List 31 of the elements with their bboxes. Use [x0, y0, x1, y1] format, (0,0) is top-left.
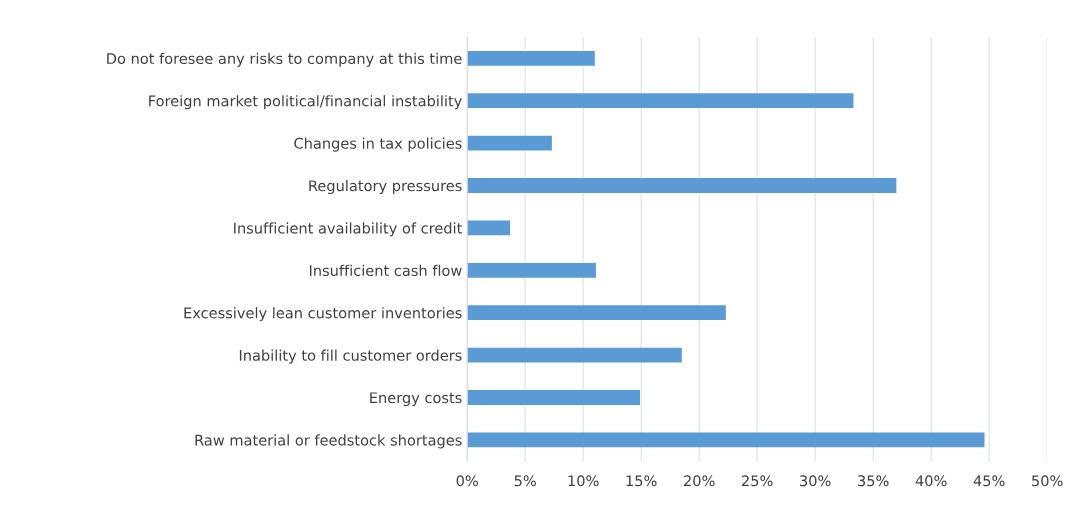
bar [467, 432, 985, 448]
y-tick-label: Energy costs [370, 392, 462, 407]
bar [467, 135, 552, 151]
bar [467, 220, 511, 236]
y-tick-label: Foreign market political/financial instability [149, 95, 462, 110]
y-tick-label: Insufficient availability of credit [234, 222, 462, 237]
bar [467, 178, 897, 193]
y-tick-label: Changes in tax policies [294, 137, 462, 152]
y-tick-label: Excessively lean customer inventories [184, 307, 462, 322]
x-tick-label: 45% [973, 475, 1005, 487]
bar [467, 305, 726, 321]
y-tick-label: Raw material or feedstock shortages [195, 434, 462, 449]
bar [467, 347, 682, 363]
bar [467, 390, 641, 405]
y-tick-label: Do not foresee any risks to company at this time [107, 52, 462, 67]
x-tick-label: 20% [684, 475, 715, 487]
x-tick-label: 35% [858, 475, 889, 487]
bar [467, 50, 595, 66]
x-tick-label: 40% [915, 475, 947, 487]
x-tick-label: 10% [568, 475, 599, 487]
x-tick-label: 30% [800, 475, 831, 487]
bar [467, 93, 854, 109]
x-tick-label: 15% [626, 475, 657, 487]
x-tick-label: 25% [742, 475, 773, 487]
y-tick-label: Inability to fill customer orders [239, 349, 462, 364]
y-tick-label: Insufficient cash flow [309, 264, 462, 277]
x-tick-label: 5% [514, 475, 536, 487]
y-tick-label: Regulatory pressures [309, 179, 462, 195]
bar [467, 262, 596, 278]
x-tick-label: 50% [1032, 475, 1063, 487]
x-tick-label: 0% [456, 475, 478, 487]
